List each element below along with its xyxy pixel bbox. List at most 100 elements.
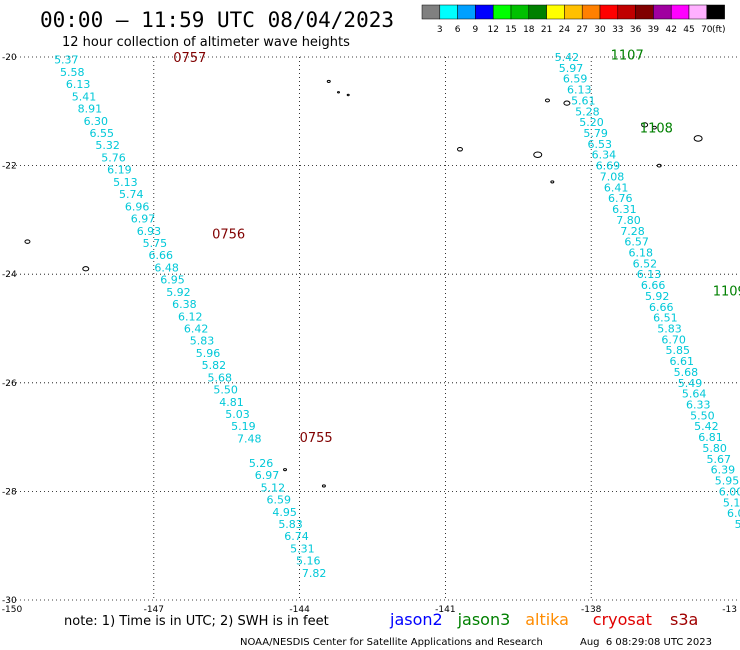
- swh-value-label: 5.03: [225, 408, 250, 421]
- swh-value-label: 6.70: [661, 333, 686, 346]
- colorbar-label: 30: [594, 25, 606, 35]
- swh-value-label: 5.79: [583, 127, 608, 140]
- swh-value-label: 6.00: [719, 485, 740, 498]
- swh-value-label: 5.83: [190, 335, 215, 348]
- island-outline: [283, 468, 288, 472]
- pass-time-label: 0755: [300, 431, 333, 446]
- swh-value-label: 5.26: [249, 457, 274, 470]
- swh-value-label: 6.76: [608, 192, 633, 205]
- swh-value-label: 6.69: [596, 160, 621, 173]
- swh-value-label: 5.97: [559, 62, 584, 75]
- pass-time-label: 1108: [640, 122, 673, 137]
- swh-value-label: 4.81: [219, 396, 244, 409]
- swh-value-label: 5.68: [674, 366, 699, 379]
- swh-value-label: 5.32: [95, 139, 120, 152]
- swh-value-label: 5.67: [706, 453, 731, 466]
- colorbar-label: 3: [437, 25, 443, 35]
- island-outline: [651, 125, 657, 130]
- swh-value-label: 5.92: [166, 286, 191, 299]
- pass-time-label: 1109: [713, 284, 740, 299]
- swh-value-label: 6.95: [160, 274, 185, 287]
- swh-value-label: 5.83: [278, 518, 303, 531]
- swh-value-label: 5.12: [261, 481, 286, 494]
- colorbar-label: 39: [648, 25, 660, 35]
- island-outline: [563, 100, 571, 106]
- colorbar-label: 21: [541, 25, 552, 35]
- colorbar-swatch: [617, 4, 636, 20]
- swh-value-label: 6.55: [89, 127, 114, 140]
- swh-value-label: 6.07: [727, 507, 740, 520]
- colorbar-swatch: [599, 4, 619, 20]
- mission-label: jason3: [457, 610, 511, 629]
- swh-value-label: 6.59: [563, 73, 588, 86]
- colorbar-label: 42: [665, 25, 676, 35]
- swh-value-label: 8.91: [78, 103, 103, 116]
- swh-value-label: 6.33: [686, 399, 711, 412]
- swh-value-label: 6.96: [125, 200, 150, 213]
- mission-label: altika: [525, 610, 569, 629]
- mission-label: cryosat: [593, 610, 652, 629]
- colorbar-swatch: [528, 4, 547, 20]
- swh-value-label: 6.66: [148, 249, 173, 262]
- swh-value-label: 6.30: [84, 115, 109, 128]
- swh-value-label: 6.57: [624, 236, 649, 249]
- colorbar-swatch: [706, 4, 725, 20]
- swh-value-label: 6.13: [66, 78, 91, 91]
- swh-value-label: 7.08: [600, 170, 625, 183]
- swh-value-label: 5.85: [665, 344, 690, 357]
- swh-value-label: 5.41: [72, 90, 97, 103]
- swh-value-label: 7.28: [620, 225, 645, 238]
- grid-lines: [8, 56, 737, 601]
- island-outline: [533, 151, 543, 159]
- swh-value-label: 5.83: [657, 323, 682, 336]
- swh-value-label: 5.96: [196, 347, 221, 360]
- swh-value-label: 6.74: [284, 530, 309, 543]
- swh-value-label: 6.81: [698, 431, 723, 444]
- swh-value-label: 7.80: [616, 214, 641, 227]
- swh-value-label: 5.50: [213, 384, 238, 397]
- swh-value-label: 5.74: [119, 188, 144, 201]
- swh-value-label: 5.19: [231, 420, 256, 433]
- swh-value-label: 6.66: [649, 301, 674, 314]
- y-axis-tick-labels: -20 -22 -24 -26 -28 -30: [2, 53, 17, 606]
- swh-value-label: 6.97: [131, 213, 156, 226]
- colorbar-label: 36: [630, 25, 642, 35]
- swh-value-label: 5.49: [678, 377, 703, 390]
- y-tick-label: -30: [2, 596, 17, 606]
- swh-value-label: 6.53: [587, 138, 612, 151]
- colorbar-swatch: [510, 4, 530, 20]
- x-tick-label: -144: [289, 605, 310, 615]
- swh-value-label: 6.48: [154, 261, 179, 274]
- swh-value-label: 5.75: [143, 237, 168, 250]
- island-outline: [641, 122, 649, 128]
- colorbar-unit: (ft): [712, 25, 726, 35]
- island-outline: [456, 147, 463, 152]
- swh-value-label: 6.66: [641, 279, 666, 292]
- island-outline: [693, 135, 703, 142]
- swh-value-label: 6.39: [711, 464, 736, 477]
- x-axis-tick-labels: -150 -147 -144 -141 -138 -13: [2, 605, 737, 615]
- island-outline: [326, 79, 331, 83]
- swh-value-label: 5.82: [202, 359, 227, 372]
- swh-value-label: 5.42: [694, 420, 719, 433]
- x-tick-label: -138: [581, 605, 602, 615]
- colorbar-swatch: [688, 4, 708, 20]
- colorbar-swatch: [457, 4, 476, 20]
- colorbar-label: 9: [473, 25, 479, 35]
- swh-value-label: 6.93: [137, 225, 162, 238]
- color-scale-legend: 3 6 9 12 15 18 21 24 27 30 33 36 39 42 45 70: [421, 4, 725, 35]
- pass-time-label: 0757: [173, 51, 206, 66]
- swh-value-label: 6.13: [567, 84, 592, 97]
- swh-value-label: 6.13: [637, 268, 662, 281]
- colorbar-swatch: [439, 4, 458, 20]
- swh-value-label: 6.97: [255, 469, 280, 482]
- island-outline: [656, 163, 662, 168]
- y-tick-label: -26: [2, 379, 17, 389]
- swh-value-label: 5.31: [290, 542, 315, 555]
- swh-value-label: 7.48: [237, 432, 262, 445]
- swh-value-label: 5.37: [54, 54, 79, 67]
- swh-value-label: 6.19: [107, 164, 132, 177]
- footer-note: note: 1) Time is in UTC; 2) SWH is in fe…: [64, 614, 329, 629]
- swh-value-label: 5.0: [735, 518, 740, 531]
